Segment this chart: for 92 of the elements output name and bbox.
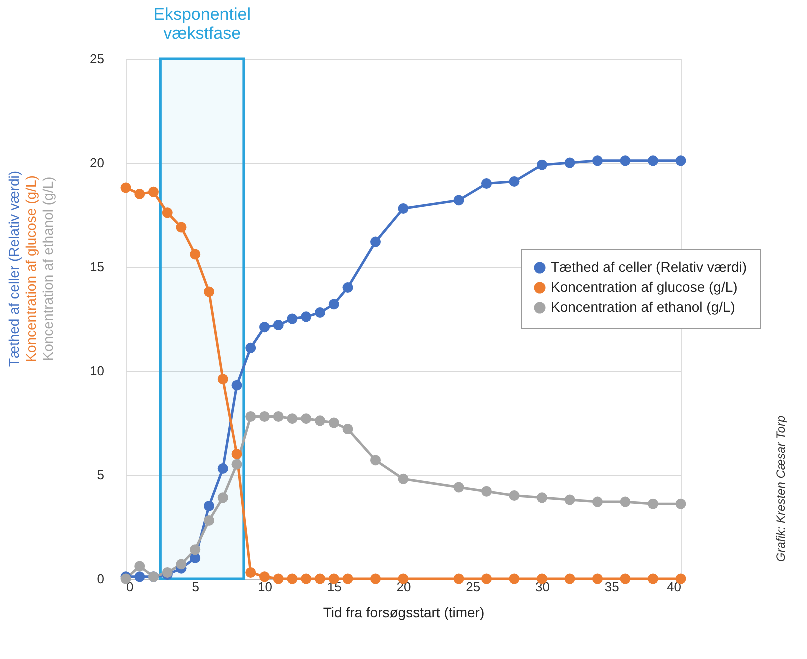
point xyxy=(328,299,340,310)
point xyxy=(273,412,284,422)
x-tick-label: 5 xyxy=(192,580,200,594)
point xyxy=(342,282,354,294)
point xyxy=(592,156,603,166)
point xyxy=(315,308,326,318)
point xyxy=(676,498,686,510)
point xyxy=(454,574,464,584)
point xyxy=(134,188,146,200)
y-tick-label: 15 xyxy=(90,260,104,274)
point xyxy=(648,498,658,510)
point xyxy=(190,544,201,556)
point xyxy=(370,455,381,466)
point xyxy=(398,474,409,484)
point xyxy=(342,424,354,434)
point xyxy=(301,574,312,584)
point xyxy=(176,559,187,570)
y-tick-label: 10 xyxy=(90,364,104,378)
point xyxy=(176,222,187,233)
point xyxy=(232,448,242,460)
point xyxy=(287,314,298,324)
point xyxy=(509,574,520,584)
point xyxy=(370,574,381,584)
point xyxy=(246,568,256,578)
point xyxy=(328,418,340,428)
point xyxy=(134,572,146,582)
point xyxy=(676,574,686,584)
point xyxy=(564,494,576,506)
x-tick-label: 35 xyxy=(604,580,620,594)
x-tick-label: 0 xyxy=(126,580,134,594)
point xyxy=(204,516,214,526)
point xyxy=(454,195,464,206)
point xyxy=(537,492,548,504)
point xyxy=(301,414,312,424)
y-axis-title: Tæthed af celler (Relativ værdi) Koncentration af glucose (g/L) Koncentration af ethanol (g/L) xyxy=(6,170,56,368)
point xyxy=(120,182,132,194)
x-axis-title: Tid fra forsøgsstart (timer) xyxy=(323,604,485,620)
point xyxy=(260,572,270,582)
point xyxy=(648,574,658,584)
point xyxy=(260,412,270,422)
band-label: Eksponentiel vækstfase xyxy=(154,5,251,43)
point xyxy=(315,574,326,584)
point xyxy=(370,236,381,248)
y-tick-label: 25 xyxy=(90,52,104,66)
point xyxy=(648,156,658,166)
point xyxy=(246,412,256,422)
point xyxy=(620,496,631,508)
point xyxy=(287,574,298,584)
point xyxy=(162,208,173,218)
point xyxy=(592,574,603,584)
point xyxy=(148,186,159,198)
point xyxy=(301,312,312,322)
point xyxy=(398,204,409,214)
point xyxy=(273,574,284,584)
point xyxy=(482,178,492,190)
point xyxy=(620,574,631,584)
point xyxy=(564,158,576,168)
point xyxy=(232,459,242,470)
point xyxy=(620,156,631,166)
point xyxy=(204,286,214,298)
point xyxy=(315,416,326,426)
point xyxy=(273,320,284,330)
x-tick-label: 30 xyxy=(536,580,550,594)
point xyxy=(162,568,173,578)
legend-label: Koncentration af ethanol (g/L) xyxy=(551,299,736,315)
point xyxy=(592,496,603,508)
point xyxy=(509,490,520,502)
point xyxy=(260,322,270,333)
point xyxy=(509,176,520,187)
x-tick-label: 25 xyxy=(466,580,481,594)
point xyxy=(218,492,228,504)
point xyxy=(482,486,492,497)
point xyxy=(218,464,228,474)
y-tick-label: 20 xyxy=(90,156,104,170)
text: Grafik: Kresten Cæsar Torp xyxy=(774,416,788,562)
point xyxy=(218,374,228,385)
point xyxy=(134,561,146,572)
x-tick-label: 10 xyxy=(258,580,272,594)
point xyxy=(204,500,214,512)
point xyxy=(454,482,464,493)
point xyxy=(564,574,576,584)
point xyxy=(342,574,354,584)
point xyxy=(246,342,256,354)
point xyxy=(537,160,548,170)
y-tick-label: 5 xyxy=(97,468,104,482)
legend-label: Koncentration af glucose (g/L) xyxy=(551,279,738,295)
point xyxy=(232,380,242,391)
point xyxy=(287,414,298,424)
point xyxy=(482,574,492,584)
point xyxy=(676,156,686,166)
point xyxy=(190,249,201,260)
legend-label: Tæthed af celler (Relativ værdi) xyxy=(551,259,748,275)
